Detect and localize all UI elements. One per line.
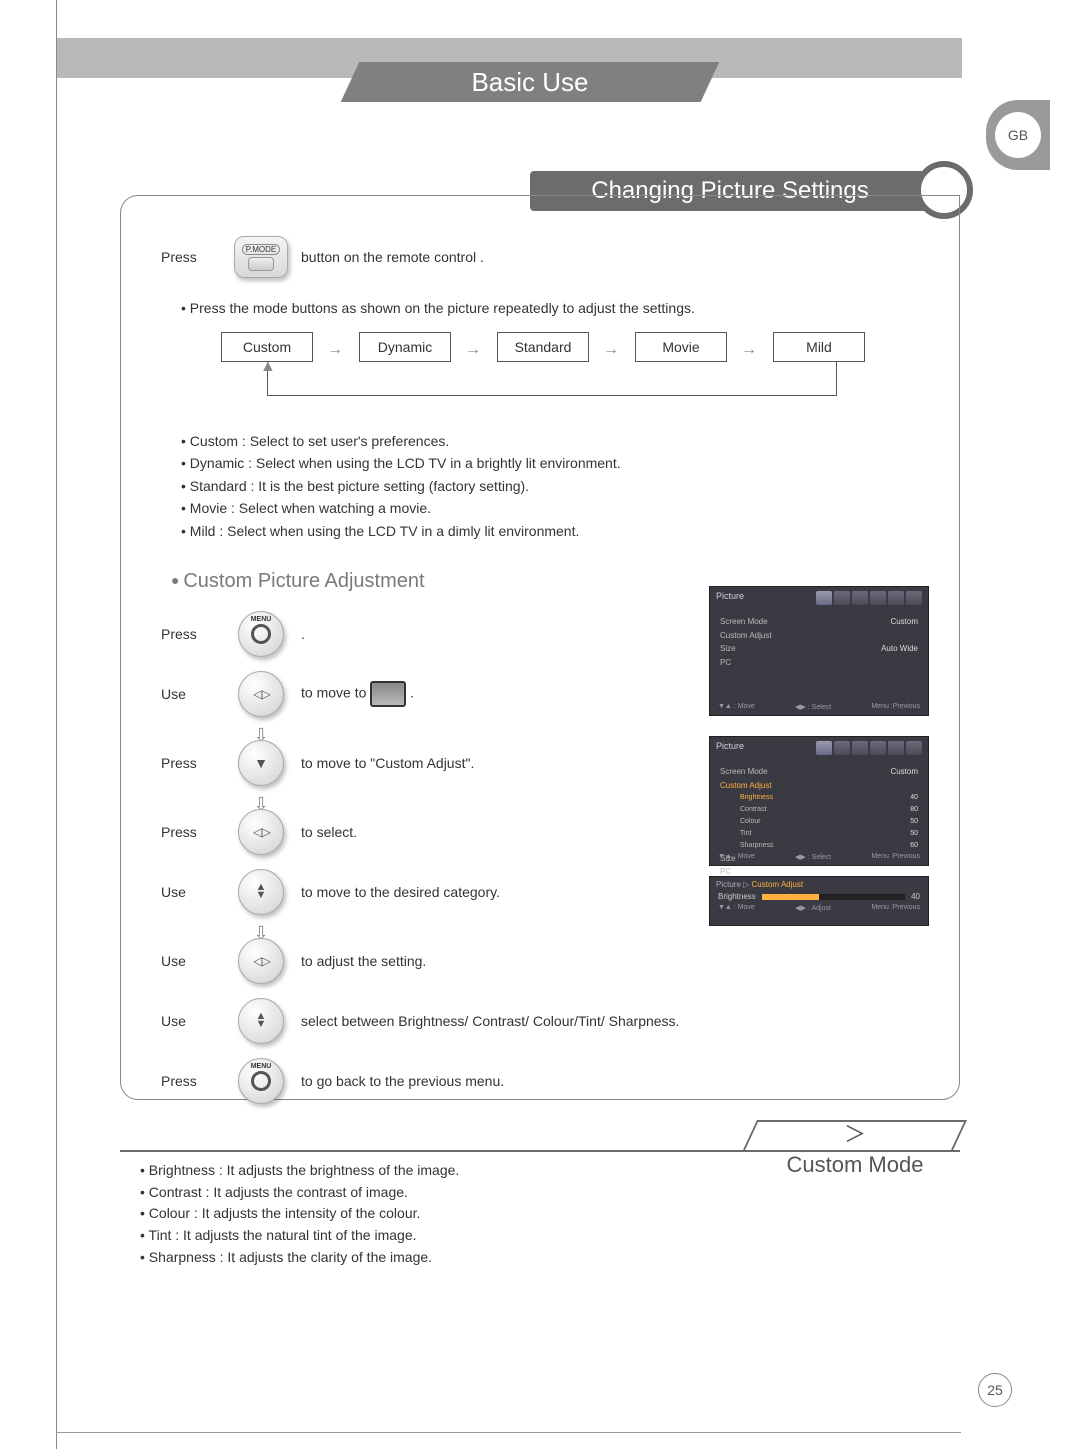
arrow-icon: → xyxy=(603,341,619,359)
mode-flow-diagram: Custom Dynamic Standard Movie Mild → → →… xyxy=(221,332,919,412)
left-right-button-icon xyxy=(238,938,284,984)
osd-tab-icons xyxy=(816,741,922,755)
bullet: Brightness : It adjusts the brightness o… xyxy=(140,1160,459,1182)
step-desc: to adjust the setting. xyxy=(301,953,919,969)
page-border-bottom xyxy=(56,1432,961,1433)
step-label: Press xyxy=(161,824,221,840)
menu-button-icon xyxy=(238,611,284,657)
up-down-button-icon: ▲▼ xyxy=(238,869,284,915)
slider-label: Brightness xyxy=(718,892,756,901)
loop-line xyxy=(267,362,837,396)
osd-panel-1: Picture Screen ModeCustom Custom Adjust … xyxy=(709,586,929,716)
slider-bar xyxy=(762,894,905,900)
osd-tab-icons xyxy=(816,591,922,605)
left-right-button-icon xyxy=(238,809,284,855)
page-border-left xyxy=(56,0,57,1449)
press-label: Press xyxy=(161,249,221,265)
arrow-icon: → xyxy=(327,341,343,359)
bullet: Contrast : It adjusts the contrast of im… xyxy=(140,1182,459,1204)
step-label: Press xyxy=(161,626,221,642)
osd-title: Picture xyxy=(716,591,744,605)
slider-fill xyxy=(762,894,819,900)
mode-box-dynamic: Dynamic xyxy=(359,332,451,362)
menu-button-icon xyxy=(238,1058,284,1104)
mode-box-movie: Movie xyxy=(635,332,727,362)
mode-box-standard: Standard xyxy=(497,332,589,362)
step-desc: to go back to the previous menu. xyxy=(301,1073,919,1089)
section-title: Basic Use xyxy=(350,62,710,102)
step-row: Use ▲▼ select between Brightness/ Contra… xyxy=(161,998,919,1044)
bullet: Sharpness : It adjusts the clarity of th… xyxy=(140,1247,459,1269)
step-row: Use to adjust the setting. xyxy=(161,938,919,984)
osd-title: Picture xyxy=(716,741,744,755)
bullet: Dynamic : Select when using the LCD TV i… xyxy=(181,452,919,474)
step-label: Use xyxy=(161,884,221,900)
slider-value: 40 xyxy=(911,892,920,901)
tv-thumb-icon xyxy=(370,681,406,707)
mode-box-mild: Mild xyxy=(773,332,865,362)
language-code: GB xyxy=(995,112,1041,158)
loop-arrow-up-icon: ▲ xyxy=(260,358,276,376)
section-title-text: Basic Use xyxy=(350,62,710,102)
press-desc: button on the remote control . xyxy=(301,249,919,265)
arrow-icon: → xyxy=(741,341,757,359)
mode-descriptions: Custom : Select to set user's preference… xyxy=(181,430,919,542)
mode-note: • Press the mode buttons as shown on the… xyxy=(181,300,919,316)
bullet: Custom : Select to set user's preference… xyxy=(181,430,919,452)
step-label: Use xyxy=(161,686,221,702)
press-pmode-row: Press P.MODE button on the remote contro… xyxy=(161,236,919,278)
bullet: Colour : It adjusts the intensity of the… xyxy=(140,1203,459,1225)
main-content-box: Press P.MODE button on the remote contro… xyxy=(120,195,960,1100)
bullet: Movie : Select when watching a movie. xyxy=(181,497,919,519)
osd-panel-2: Picture Screen ModeCustom Custom Adjust … xyxy=(709,736,929,866)
page-number: 25 xyxy=(978,1373,1012,1407)
step-label: Use xyxy=(161,1013,221,1029)
bullet: Standard : It is the best picture settin… xyxy=(181,475,919,497)
up-down-button-icon: ▲▼ xyxy=(238,998,284,1044)
language-tab: GB xyxy=(986,100,1050,170)
bullet: Tint : It adjusts the natural tint of th… xyxy=(140,1225,459,1247)
arrow-icon: → xyxy=(465,341,481,359)
step-row: Press to go back to the previous menu. xyxy=(161,1058,919,1104)
step-label: Use xyxy=(161,953,221,969)
osd-slider-panel: Picture ▷ Custom Adjust Brightness 40 ▼▲… xyxy=(709,876,929,926)
left-right-button-icon xyxy=(238,671,284,717)
step-label: Press xyxy=(161,755,221,771)
custom-mode-bullets: Brightness : It adjusts the brightness o… xyxy=(140,1160,459,1268)
step-desc: select between Brightness/ Contrast/ Col… xyxy=(301,1013,919,1029)
down-button-icon: ▼ xyxy=(238,740,284,786)
pmode-button-icon: P.MODE xyxy=(234,236,288,278)
custom-mode-header: ＞ Custom Mode xyxy=(120,1118,960,1152)
bullet: Mild : Select when using the LCD TV in a… xyxy=(181,520,919,542)
step-label: Press xyxy=(161,1073,221,1089)
custom-mode-pill: ＞ Custom Mode xyxy=(750,1120,960,1150)
